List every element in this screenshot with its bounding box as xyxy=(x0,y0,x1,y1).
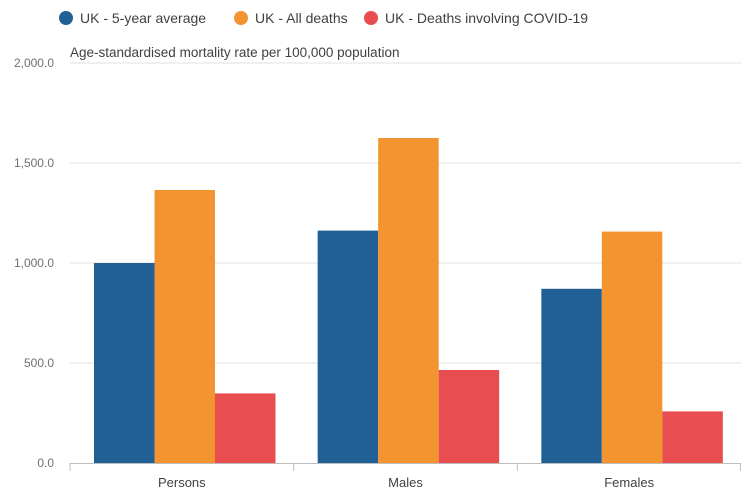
legend-item-uk-5-year-average[interactable]: UK - 5-year average xyxy=(59,10,206,26)
bar-persons-uk-5-year-average[interactable] xyxy=(94,263,155,463)
bar-males-uk-all-deaths[interactable] xyxy=(378,138,439,463)
bar-males-uk-5-year-average[interactable] xyxy=(317,230,379,463)
legend-marker xyxy=(59,11,73,25)
bar-group-males xyxy=(317,138,500,463)
bar-persons-uk-deaths-involving-covid-19[interactable] xyxy=(215,393,276,463)
legend-label: UK - All deaths xyxy=(255,10,348,26)
bar-group-persons xyxy=(94,190,276,463)
bar-males-uk-deaths-involving-covid-19[interactable] xyxy=(438,370,500,463)
y-tick-label: 0.0 xyxy=(37,456,54,470)
legend-marker xyxy=(234,11,248,25)
legend-label: UK - Deaths involving COVID-19 xyxy=(385,10,588,26)
x-tick-label-persons: Persons xyxy=(158,475,206,488)
y-axis-ticks: 0.0 500.0 1,000.0 1,500.0 2,000.0 xyxy=(14,56,54,470)
bar-females-uk-5-year-average[interactable] xyxy=(541,288,602,463)
y-tick-label: 500.0 xyxy=(24,356,54,370)
legend: UK - 5-year average UK - All deaths UK - D… xyxy=(59,10,588,26)
x-axis: Persons Males Females xyxy=(69,463,741,488)
y-axis-label: Age-standardised mortality rate per 100,… xyxy=(70,45,399,60)
legend-item-uk-deaths-involving-covid-19[interactable]: UK - Deaths involving COVID-19 xyxy=(364,10,588,26)
bar-persons-uk-all-deaths[interactable] xyxy=(154,190,216,463)
bar-females-uk-deaths-involving-covid-19[interactable] xyxy=(662,411,723,463)
x-tick-label-males: Males xyxy=(388,475,423,488)
x-tick-label-females: Females xyxy=(604,475,654,488)
legend-item-uk-all-deaths[interactable]: UK - All deaths xyxy=(234,10,348,26)
legend-label: UK - 5-year average xyxy=(80,10,206,26)
y-tick-label: 1,000.0 xyxy=(14,256,54,270)
bar-group-females xyxy=(541,231,723,463)
bars xyxy=(94,138,723,463)
legend-marker xyxy=(364,11,378,25)
y-tick-label: 1,500.0 xyxy=(14,156,54,170)
bar-females-uk-all-deaths[interactable] xyxy=(601,231,663,463)
y-tick-label: 2,000.0 xyxy=(14,56,54,70)
